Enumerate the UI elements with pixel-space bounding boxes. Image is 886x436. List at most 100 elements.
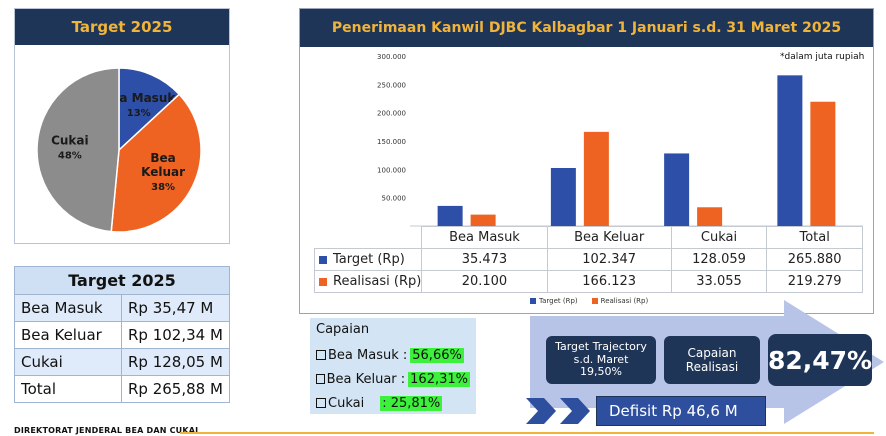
defisit-box: Defisit Rp 46,6 M (596, 396, 766, 426)
bar (810, 101, 836, 226)
pie-slice-label: Keluar (141, 165, 185, 179)
table-row: Target (Rp) 35.473 102.347 128.059 265.8… (313, 248, 863, 271)
series-label: Target (Rp) (313, 248, 423, 271)
legend-item-target: Target (Rp) (530, 297, 578, 305)
pie-panel-title: Target 2025 (15, 9, 229, 45)
capaian-value: : 25,81% (380, 395, 443, 411)
y-tick-label: 200.000 (377, 110, 406, 118)
category-label: Cukai (670, 226, 768, 249)
capaian-value: 162,31% (408, 371, 470, 387)
capaian-item: Bea Masuk : 56,66% (316, 343, 470, 367)
data-label: 219.279 (766, 270, 863, 293)
series-name: Realisasi (Rp) (333, 274, 422, 289)
pie-slice (118, 67, 181, 152)
pie-slice-label: Cukai (51, 134, 89, 148)
y-tick-label: 100.000 (377, 166, 406, 174)
series-label: Realisasi (Rp) (313, 270, 423, 293)
legend-swatch (591, 298, 598, 304)
capaian-item: Cukai : 25,81% (316, 391, 470, 415)
legend-label: Target (Rp) (539, 297, 578, 305)
pie-panel: Target 2025 Bea Masuk 13% Bea Keluar 38% Cuka… (14, 8, 230, 244)
row-value: Rp 35,47 M (121, 294, 230, 322)
table-row: Total Rp 265,88 M (14, 375, 230, 403)
bar (664, 153, 690, 226)
chevron-right-icon (526, 398, 590, 424)
capaian-value: 56,66% (410, 347, 464, 363)
checkbox-icon (316, 374, 325, 384)
realisasi-line2: Realisasi (685, 360, 739, 374)
target-table-title: Target 2025 (14, 266, 230, 295)
legend-swatch (530, 298, 536, 304)
pie-slice-label: Bea (150, 151, 175, 165)
data-label: 166.123 (546, 270, 672, 293)
data-label: 20.100 (421, 270, 548, 293)
pie-slice (110, 93, 202, 233)
bar (697, 207, 723, 226)
pie-slice-percent: 13% (127, 108, 151, 119)
pie-slice-percent: 48% (58, 151, 82, 162)
bar (437, 205, 463, 226)
table-row: Bea Keluar Rp 102,34 M (14, 321, 230, 349)
realisasi-percent: 82,47% (768, 334, 872, 386)
capaian-label: Bea Masuk : (328, 347, 408, 363)
table-row: Realisasi (Rp) 20.100 166.123 33.055 219… (313, 270, 863, 293)
footer-text: DIREKTORAT JENDERAL BEA DAN CUKAI (14, 426, 199, 435)
table-row: Cukai Rp 128,05 M (14, 348, 230, 376)
trajectory-box: Target Trajectory s.d. Maret 19,50% (546, 336, 656, 384)
checkbox-icon (316, 350, 326, 360)
trajectory-line2: s.d. Maret (573, 352, 629, 366)
bar (583, 131, 609, 226)
series-name: Target (Rp) (333, 252, 405, 267)
legend-item-realisasi: Realisasi (Rp) (591, 297, 649, 305)
capaian-item: Bea Keluar : 162,31% (316, 367, 470, 391)
y-tick-label: 300.000 (377, 53, 406, 61)
capaian-label: Cukai (328, 395, 365, 411)
capaian-box: Capaian Bea Masuk : 56,66% Bea Keluar : … (310, 318, 476, 414)
category-label: Bea Keluar (546, 226, 672, 249)
bar (777, 75, 803, 226)
pie-slice-label: Bea Masuk (102, 91, 176, 105)
capaian-label: Bea Keluar : (326, 371, 406, 387)
row-label: Total (14, 375, 122, 403)
trajectory-value: 19,50% (580, 365, 622, 379)
unit-note: *dalam juta rupiah (780, 52, 865, 62)
row-value: Rp 265,88 M (121, 375, 230, 403)
corner-cell (314, 226, 423, 249)
data-table: Bea Masuk Bea Keluar Cukai Total Target … (313, 226, 863, 293)
table-row: Bea Masuk Rp 35,47 M (14, 294, 230, 322)
legend-label: Realisasi (Rp) (600, 297, 649, 305)
table-row: Bea Masuk Bea Keluar Cukai Total (314, 226, 863, 249)
footer-line (180, 432, 874, 434)
data-label: 35.473 (421, 248, 548, 271)
y-tick-label: 150.000 (377, 138, 406, 146)
data-label: 33.055 (670, 270, 768, 293)
data-label: 102.347 (546, 248, 672, 271)
realisasi-swatch (319, 277, 327, 286)
row-label: Cukai (14, 348, 122, 376)
pie-slice (36, 67, 120, 233)
target-swatch (319, 255, 327, 264)
data-label: 128.059 (670, 248, 768, 271)
target-table: Target 2025 Bea Masuk Rp 35,47 M Bea Kel… (14, 266, 230, 403)
main-chart-title: Penerimaan Kanwil DJBC Kalbagbar 1 Janua… (300, 9, 873, 47)
row-value: Rp 128,05 M (121, 348, 230, 376)
pie-slice-percent: 38% (151, 182, 175, 193)
chart-legend: Target (Rp) Realisasi (Rp) (530, 297, 648, 305)
realisasi-box: Capaian Realisasi (664, 336, 760, 384)
row-label: Bea Keluar (14, 321, 122, 349)
row-value: Rp 102,34 M (121, 321, 230, 349)
bar (470, 214, 496, 226)
category-label: Bea Masuk (421, 226, 548, 249)
capaian-title: Capaian (316, 322, 370, 337)
realisasi-line1: Capaian (687, 345, 737, 360)
y-tick-label: 250.000 (377, 81, 406, 89)
bar-chart: 50.000 100.000 150.000 200.000 250.000 300.00… (377, 53, 863, 227)
row-label: Bea Masuk (14, 294, 122, 322)
data-label: 265.880 (766, 248, 863, 271)
trajectory-line1: Target Trajectory (555, 340, 647, 354)
checkbox-icon (316, 398, 326, 408)
category-label: Total (766, 226, 863, 249)
bar (550, 168, 576, 226)
y-tick-label: 50.000 (382, 195, 407, 203)
